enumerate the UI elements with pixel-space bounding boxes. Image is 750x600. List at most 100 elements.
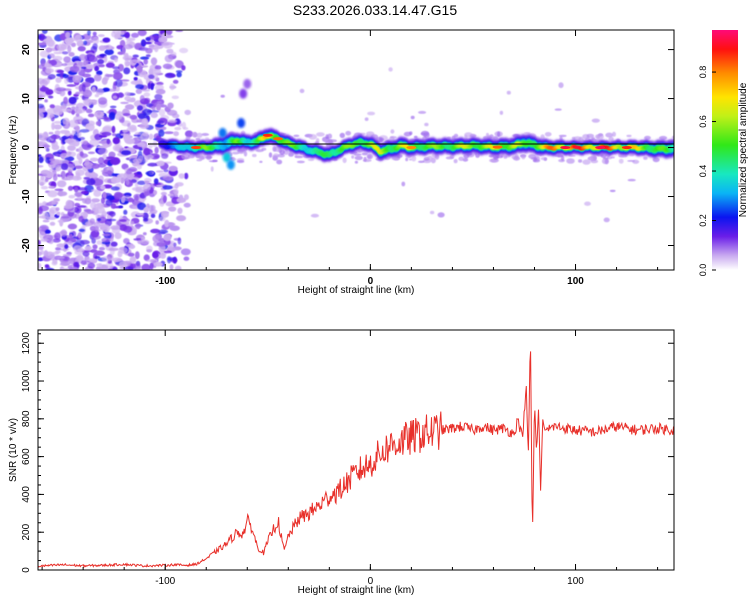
noise-blob — [66, 175, 77, 180]
noise-blob — [156, 241, 166, 247]
haze-blob — [423, 132, 430, 139]
noise-blob — [81, 66, 87, 70]
noise-blob — [45, 229, 51, 234]
haze-blob — [201, 133, 210, 136]
noise-blob — [79, 136, 85, 141]
noise-blob — [141, 263, 151, 270]
haze-blob — [429, 210, 435, 215]
noise-blob — [53, 51, 62, 55]
noise-blob — [136, 136, 142, 141]
haze-blob — [462, 158, 469, 162]
bottom-y-axis-label: SNR (10 * v/v) — [8, 418, 19, 482]
noise-blob — [158, 129, 165, 137]
noise-blob — [176, 197, 187, 203]
noise-blob — [38, 141, 44, 148]
haze-blob — [252, 153, 257, 158]
noise-blob — [74, 186, 79, 193]
noise-blob — [146, 103, 153, 108]
noise-blob — [97, 111, 101, 116]
noise-blob — [137, 105, 143, 111]
haze-blob — [453, 159, 458, 164]
haze-blob — [445, 156, 454, 160]
noise-blob — [63, 204, 74, 209]
noise-blob — [80, 140, 89, 145]
haze-blob — [499, 110, 504, 115]
haze-blob — [418, 160, 425, 163]
noise-blob — [134, 194, 139, 202]
noise-blob — [125, 170, 132, 175]
noise-blob — [55, 247, 62, 251]
noise-blob — [97, 145, 108, 149]
noise-blob — [38, 111, 44, 120]
noise-blob — [87, 99, 98, 103]
noise-blob — [122, 129, 128, 133]
noise-blob — [84, 222, 93, 226]
noise-blob — [41, 169, 51, 176]
noise-blob — [38, 94, 46, 98]
noise-blob — [55, 87, 66, 92]
noise-blob — [135, 88, 143, 95]
haze-blob — [591, 137, 596, 141]
noise-blob — [124, 96, 132, 101]
haze-blob — [220, 94, 225, 98]
noise-blob — [64, 138, 74, 144]
noise-blob — [47, 74, 56, 80]
noise-blob — [102, 37, 111, 43]
noise-blob — [112, 137, 121, 145]
noise-blob — [113, 191, 123, 200]
haze-blob — [366, 153, 373, 160]
haze-blob — [351, 155, 355, 159]
haze-blob — [196, 132, 203, 138]
haze-blob — [413, 135, 418, 139]
noise-blob — [102, 191, 107, 200]
haze-blob — [540, 134, 545, 141]
noise-blob — [132, 54, 139, 58]
haze-blob — [524, 132, 531, 135]
noise-blob — [83, 208, 92, 212]
haze-blob — [558, 159, 565, 163]
snr-frame — [37, 329, 675, 571]
noise-blob — [155, 88, 166, 95]
noise-blob — [112, 72, 123, 81]
noise-blob — [136, 171, 142, 175]
noise-blob — [61, 138, 67, 144]
noise-blob — [110, 177, 122, 184]
noise-blob — [172, 113, 180, 119]
noise-blob — [69, 233, 73, 240]
noise-blob — [120, 79, 130, 82]
noise-blob — [59, 219, 64, 227]
noise-blob — [46, 113, 54, 119]
noise-blob — [42, 78, 50, 85]
haze-blob — [463, 154, 470, 159]
noise-blob — [154, 146, 159, 154]
haze-blob — [403, 131, 412, 137]
noise-blob — [97, 163, 107, 168]
noise-blob — [55, 207, 60, 212]
haze-blob — [437, 212, 445, 218]
noise-blob — [162, 185, 173, 190]
noise-blob — [70, 42, 76, 48]
noise-blob — [60, 267, 71, 270]
noise-blob — [126, 127, 138, 133]
noise-blob — [167, 222, 176, 227]
top-x-axis-label: Height of straight line (km) — [298, 285, 415, 296]
noise-blob — [46, 39, 55, 47]
haze-blob — [458, 156, 465, 161]
noise-blob — [68, 119, 79, 128]
noise-blob — [62, 253, 72, 257]
noise-blob — [132, 158, 143, 164]
colorbar-tick-label: 0.8 — [698, 66, 708, 79]
trace-peak — [262, 133, 273, 137]
haze-blob — [236, 149, 245, 152]
haze-blob — [354, 155, 363, 161]
noise-blob — [62, 74, 69, 79]
noise-blob — [178, 173, 185, 179]
noise-blob — [48, 131, 54, 135]
noise-blob — [87, 151, 96, 155]
noise-blob — [42, 212, 49, 220]
noise-blob — [97, 148, 108, 155]
noise-blob — [161, 153, 169, 159]
bottom-x-axis-label: Height of straight line (km) — [298, 585, 415, 596]
noise-blob — [118, 246, 128, 254]
haze-blob — [627, 159, 636, 162]
